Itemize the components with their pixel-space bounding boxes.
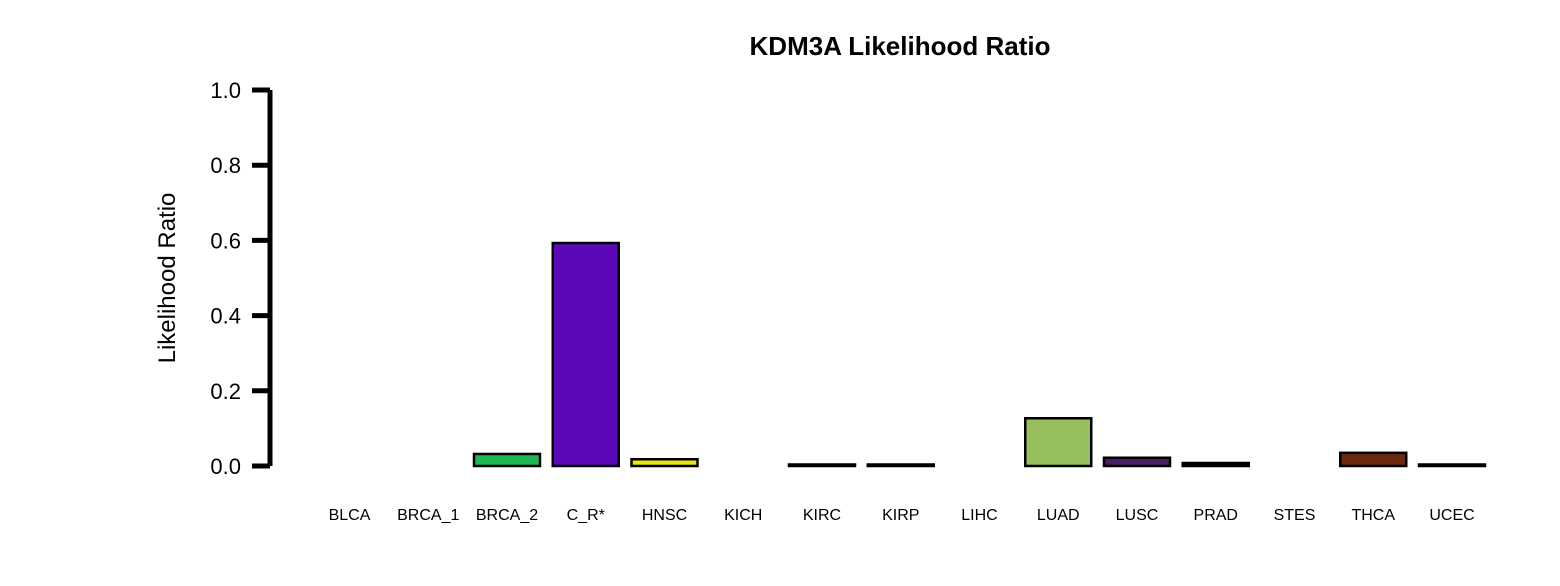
bar-brca-2 xyxy=(472,452,542,468)
chart-title: KDM3A Likelihood Ratio xyxy=(750,31,1051,61)
x-tick-label: C_R* xyxy=(567,507,605,524)
bars-group xyxy=(472,241,1487,468)
x-tick-label: UCEC xyxy=(1429,507,1474,524)
x-tick-label: LUAD xyxy=(1037,507,1080,524)
x-tick-label: PRAD xyxy=(1194,507,1238,524)
x-axis-labels: BLCA BRCA_1 BRCA_2 C_R* HNSC KICH KIRC KIRP LIHC… xyxy=(329,507,1475,524)
bar-hnsc xyxy=(630,457,699,468)
x-tick-label: KIRC xyxy=(803,507,841,524)
y-tick-label: 0.8 xyxy=(210,153,241,178)
x-tick-label: BLCA xyxy=(329,507,371,524)
y-tick-label: 0.4 xyxy=(210,304,241,329)
x-tick-label: KIRP xyxy=(882,507,919,524)
bar-thca xyxy=(1339,451,1408,468)
bar-kirc xyxy=(787,463,857,468)
bar-lusc xyxy=(1102,456,1172,468)
y-axis-label: Likelihood Ratio xyxy=(154,193,181,364)
x-tick-label: BRCA_2 xyxy=(476,507,538,524)
y-tick-label: 0.6 xyxy=(210,228,241,253)
x-tick-label: BRCA_1 xyxy=(397,507,459,524)
y-tick-label: 0.0 xyxy=(210,454,241,479)
x-tick-label: KICH xyxy=(724,507,762,524)
bar-ucec xyxy=(1417,463,1487,468)
y-axis-ticks: 0.0 0.2 0.4 0.6 0.8 1.0 xyxy=(210,78,270,479)
x-tick-label: LIHC xyxy=(961,507,997,524)
x-tick-label: LUSC xyxy=(1116,507,1159,524)
x-tick-label: THCA xyxy=(1351,507,1395,524)
y-tick-label: 0.2 xyxy=(210,379,241,404)
x-tick-label: STES xyxy=(1274,507,1316,524)
x-tick-label: HNSC xyxy=(642,507,687,524)
y-tick-label: 1.0 xyxy=(210,78,241,103)
bar-kirp xyxy=(866,463,935,468)
bar-c-r xyxy=(551,241,620,468)
bar-luad xyxy=(1024,416,1093,468)
bar-prad xyxy=(1181,461,1250,468)
